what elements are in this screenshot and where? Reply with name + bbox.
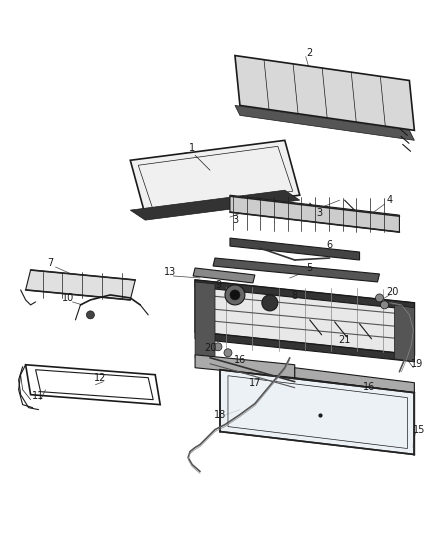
Polygon shape bbox=[130, 140, 300, 215]
Polygon shape bbox=[395, 305, 414, 362]
Circle shape bbox=[381, 301, 389, 309]
Polygon shape bbox=[255, 288, 290, 306]
Text: 20: 20 bbox=[204, 343, 216, 353]
Text: 1: 1 bbox=[189, 143, 195, 154]
Text: 7: 7 bbox=[47, 258, 54, 268]
Text: 16: 16 bbox=[234, 355, 246, 365]
Polygon shape bbox=[195, 282, 215, 360]
Text: 6: 6 bbox=[327, 240, 333, 250]
Text: 18: 18 bbox=[214, 410, 226, 419]
Text: 3: 3 bbox=[232, 215, 238, 225]
Circle shape bbox=[262, 295, 278, 311]
Text: 5: 5 bbox=[307, 263, 313, 273]
Circle shape bbox=[375, 294, 384, 302]
Text: 19: 19 bbox=[411, 359, 424, 369]
Polygon shape bbox=[195, 280, 414, 310]
Text: 9: 9 bbox=[215, 280, 221, 290]
Polygon shape bbox=[25, 270, 135, 300]
Text: 11: 11 bbox=[32, 391, 45, 401]
Polygon shape bbox=[193, 268, 255, 283]
Polygon shape bbox=[195, 355, 295, 378]
Text: 10: 10 bbox=[62, 293, 74, 303]
Text: 21: 21 bbox=[339, 335, 351, 345]
Text: 8: 8 bbox=[292, 291, 298, 301]
Circle shape bbox=[230, 290, 240, 300]
Text: 13: 13 bbox=[164, 267, 176, 277]
Circle shape bbox=[86, 311, 95, 319]
Polygon shape bbox=[235, 106, 414, 140]
Text: 2: 2 bbox=[307, 47, 313, 58]
Text: 16: 16 bbox=[364, 382, 376, 392]
Circle shape bbox=[214, 343, 222, 351]
Circle shape bbox=[224, 349, 232, 357]
Polygon shape bbox=[130, 190, 300, 220]
Polygon shape bbox=[220, 370, 414, 455]
Polygon shape bbox=[213, 258, 379, 282]
Text: 17: 17 bbox=[249, 378, 261, 387]
Text: 12: 12 bbox=[94, 373, 106, 383]
Text: 20: 20 bbox=[386, 287, 399, 297]
Text: 15: 15 bbox=[413, 425, 426, 434]
Text: 3: 3 bbox=[317, 208, 323, 218]
Polygon shape bbox=[230, 195, 399, 232]
Polygon shape bbox=[295, 368, 414, 393]
Circle shape bbox=[225, 285, 245, 305]
Polygon shape bbox=[235, 55, 414, 131]
Text: 4: 4 bbox=[386, 195, 392, 205]
Polygon shape bbox=[230, 238, 360, 260]
Polygon shape bbox=[195, 280, 414, 355]
Polygon shape bbox=[195, 332, 414, 362]
